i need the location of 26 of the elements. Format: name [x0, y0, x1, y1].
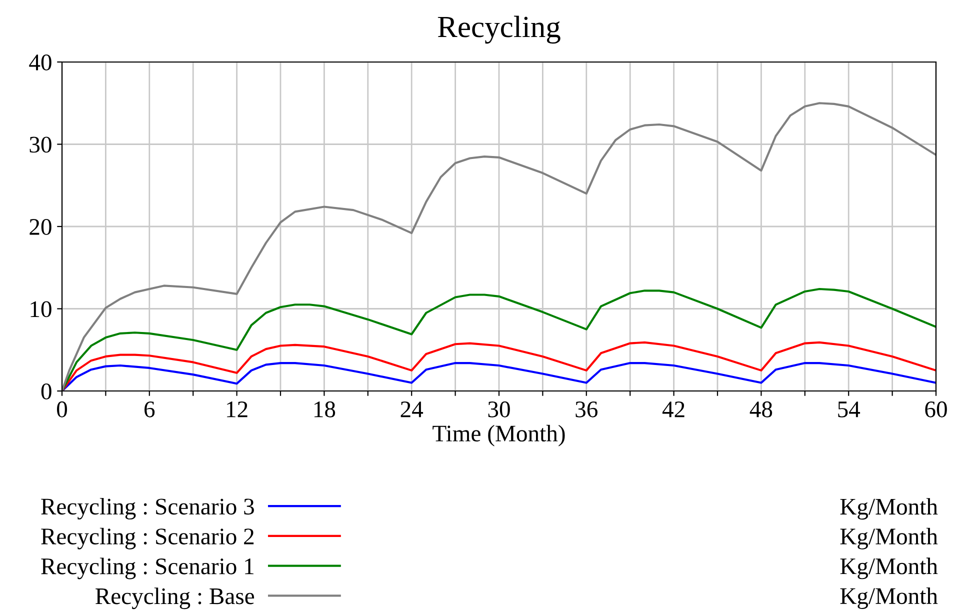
x-tick-label: 36	[576, 401, 598, 418]
x-tick-label: 0	[56, 401, 68, 418]
text: Kg/Month	[840, 558, 938, 580]
y-tick-label: 20	[30, 218, 52, 235]
x-axis-title: Time (Month)	[432, 424, 565, 446]
legend-label: Recycling : Scenario 2	[41, 528, 254, 550]
y-tick-label: 10	[30, 301, 52, 318]
legend-label: Recycling : Base	[96, 588, 254, 610]
legend-label: Recycling : Scenario 1	[41, 558, 254, 580]
legend-label: Recycling : Scenario 3	[41, 498, 254, 520]
y-tick-label: 0	[41, 383, 52, 400]
x-tick-label: 18	[314, 401, 336, 418]
x-tick-label: 60	[925, 401, 947, 418]
x-tick-label: 42	[662, 401, 684, 418]
chart-title: Recycling	[438, 16, 560, 44]
x-tick-label: 24	[400, 401, 424, 418]
x-tick-label: 12	[227, 401, 248, 418]
text: Kg/Month	[840, 528, 938, 550]
x-tick-label: 48	[750, 401, 772, 418]
text: Kg/Month	[840, 498, 938, 520]
y-tick-label: 30	[30, 136, 52, 153]
text: Kg/Month	[840, 587, 938, 609]
x-tick-label: 54	[838, 402, 860, 418]
x-tick-label: 6	[144, 401, 155, 418]
x-tick-label: 30	[488, 401, 510, 418]
y-tick-label: 40	[29, 54, 52, 70]
